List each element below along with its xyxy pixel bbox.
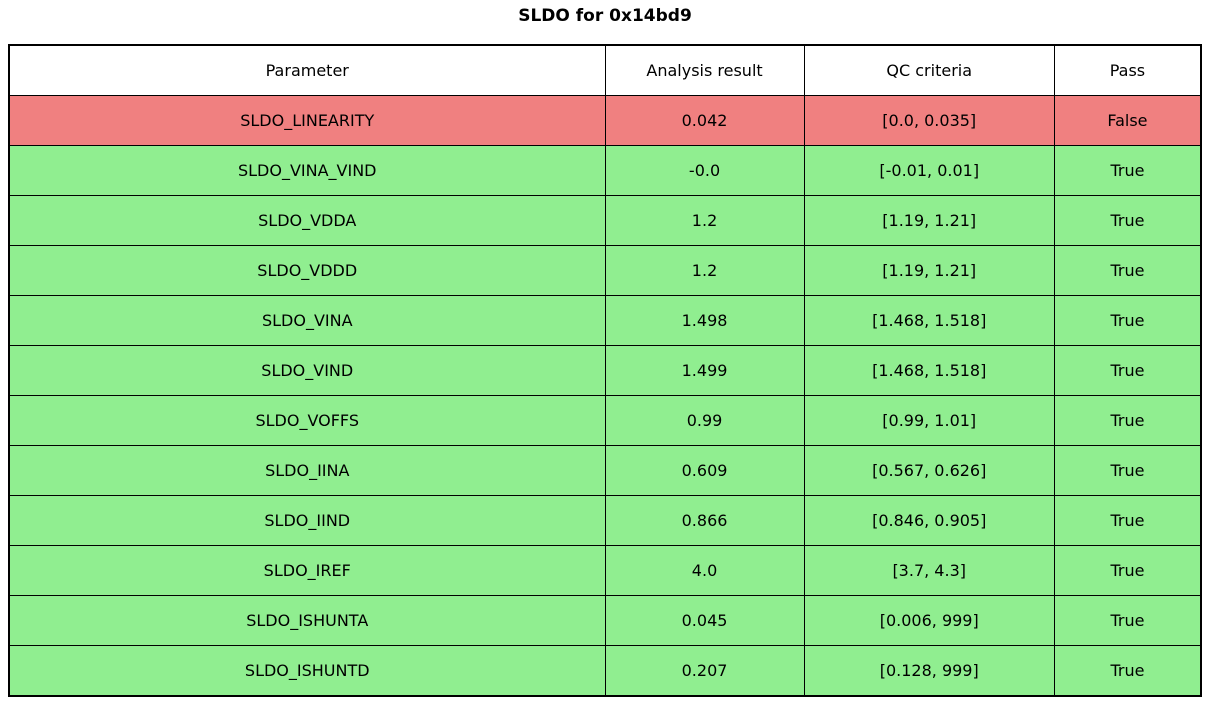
parameter-cell: SLDO_ISHUNTD [8,645,606,697]
analysis-result-cell: 0.042 [604,95,805,146]
table-row: SLDO_VINA 1.498 [1.468, 1.518] True [8,295,1202,346]
column-header-pass: Pass [1053,44,1202,96]
table-row: SLDO_VDDA 1.2 [1.19, 1.21] True [8,195,1202,246]
table-row: SLDO_LINEARITY 0.042 [0.0, 0.035] False [8,95,1202,146]
page-title: SLDO for 0x14bd9 [518,6,692,26]
analysis-result-cell: 1.2 [604,245,805,296]
qc-criteria-cell: [1.468, 1.518] [803,345,1055,396]
qc-criteria-cell: [0.006, 999] [803,595,1055,646]
parameter-cell: SLDO_VOFFS [8,395,606,446]
table-row: SLDO_IINA 0.609 [0.567, 0.626] True [8,445,1202,496]
pass-cell: True [1053,445,1202,496]
table-body: SLDO_LINEARITY 0.042 [0.0, 0.035] False SLDO… [8,95,1202,697]
qc-criteria-cell: [-0.01, 0.01] [803,145,1055,196]
pass-cell: True [1053,245,1202,296]
analysis-result-cell: -0.0 [604,145,805,196]
qc-criteria-cell: [1.19, 1.21] [803,195,1055,246]
table-row: SLDO_VOFFS 0.99 [0.99, 1.01] True [8,395,1202,446]
pass-cell: True [1053,495,1202,546]
qc-criteria-cell: [0.99, 1.01] [803,395,1055,446]
parameter-cell: SLDO_IINA [8,445,606,496]
qc-table: Parameter Analysis result QC criteria Pass … [8,44,1202,697]
pass-cell: False [1053,95,1202,146]
qc-criteria-cell: [1.468, 1.518] [803,295,1055,346]
pass-cell: True [1053,545,1202,596]
parameter-cell: SLDO_LINEARITY [8,95,606,146]
pass-cell: True [1053,395,1202,446]
column-header-analysis-result: Analysis result [604,44,805,96]
pass-cell: True [1053,595,1202,646]
qc-criteria-cell: [3.7, 4.3] [803,545,1055,596]
parameter-cell: SLDO_IIND [8,495,606,546]
analysis-result-cell: 1.499 [604,345,805,396]
analysis-result-cell: 0.866 [604,495,805,546]
qc-criteria-cell: [1.19, 1.21] [803,245,1055,296]
parameter-cell: SLDO_VDDA [8,195,606,246]
parameter-cell: SLDO_VDDD [8,245,606,296]
table-row: SLDO_ISHUNTD 0.207 [0.128, 999] True [8,645,1202,697]
table-row: SLDO_ISHUNTA 0.045 [0.006, 999] True [8,595,1202,646]
analysis-result-cell: 1.498 [604,295,805,346]
analysis-result-cell: 1.2 [604,195,805,246]
analysis-result-cell: 0.99 [604,395,805,446]
table-row: SLDO_IIND 0.866 [0.846, 0.905] True [8,495,1202,546]
pass-cell: True [1053,145,1202,196]
table-row: SLDO_VDDD 1.2 [1.19, 1.21] True [8,245,1202,296]
table-header: Parameter Analysis result QC criteria Pass [8,44,1202,96]
table-row: SLDO_VINA_VIND -0.0 [-0.01, 0.01] True [8,145,1202,196]
table-row: SLDO_IREF 4.0 [3.7, 4.3] True [8,545,1202,596]
pass-cell: True [1053,345,1202,396]
qc-criteria-cell: [0.846, 0.905] [803,495,1055,546]
table-row: SLDO_VIND 1.499 [1.468, 1.518] True [8,345,1202,396]
column-header-qc-criteria: QC criteria [803,44,1055,96]
pass-cell: True [1053,645,1202,697]
parameter-cell: SLDO_VINA_VIND [8,145,606,196]
analysis-result-cell: 0.609 [604,445,805,496]
qc-criteria-cell: [0.0, 0.035] [803,95,1055,146]
qc-criteria-cell: [0.128, 999] [803,645,1055,697]
parameter-cell: SLDO_VIND [8,345,606,396]
column-header-parameter: Parameter [8,44,606,96]
parameter-cell: SLDO_ISHUNTA [8,595,606,646]
parameter-cell: SLDO_VINA [8,295,606,346]
pass-cell: True [1053,195,1202,246]
analysis-result-cell: 0.045 [604,595,805,646]
analysis-result-cell: 4.0 [604,545,805,596]
header-row: Parameter Analysis result QC criteria Pass [8,44,1202,96]
pass-cell: True [1053,295,1202,346]
parameter-cell: SLDO_IREF [8,545,606,596]
analysis-result-cell: 0.207 [604,645,805,697]
qc-criteria-cell: [0.567, 0.626] [803,445,1055,496]
